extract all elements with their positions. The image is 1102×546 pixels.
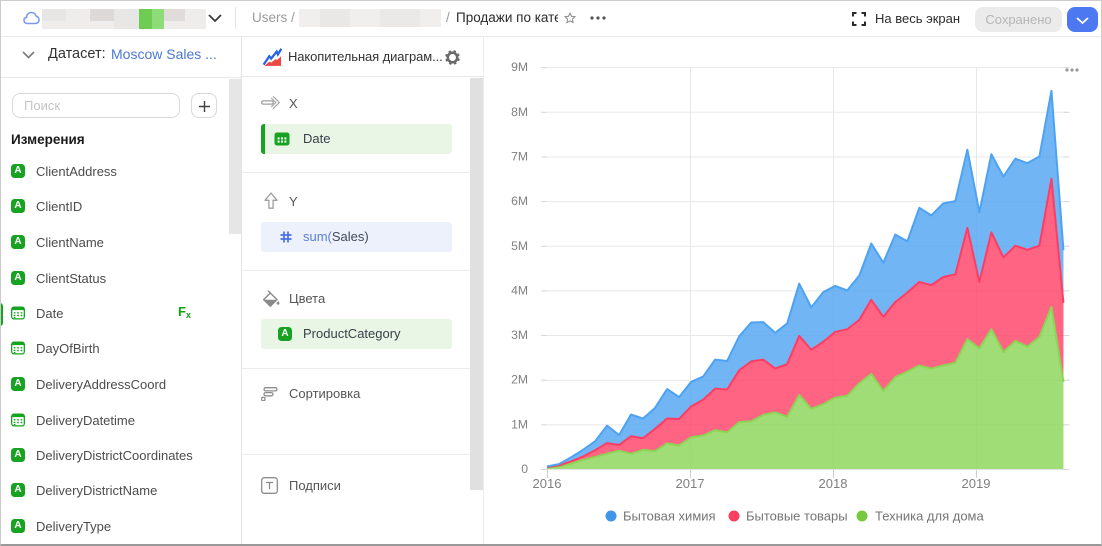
svg-text:5M: 5M [511,239,528,253]
svg-text:2017: 2017 [676,476,705,491]
svg-text:2M: 2M [511,373,528,387]
svg-text:0: 0 [521,462,528,476]
svg-text:8M: 8M [511,105,528,119]
svg-text:Бытовые товары: Бытовые товары [746,509,848,524]
svg-text:7M: 7M [511,149,528,163]
svg-text:6M: 6M [511,194,528,208]
svg-text:2019: 2019 [962,476,991,491]
svg-text:1M: 1M [511,417,528,431]
svg-text:2018: 2018 [819,476,848,491]
svg-text:9M: 9M [511,60,528,74]
svg-text:Бытовая химия: Бытовая химия [623,509,716,524]
svg-text:3M: 3M [511,328,528,342]
svg-text:Техника для дома: Техника для дома [875,509,984,524]
svg-text:4M: 4M [511,283,528,297]
svg-text:2016: 2016 [533,476,562,491]
